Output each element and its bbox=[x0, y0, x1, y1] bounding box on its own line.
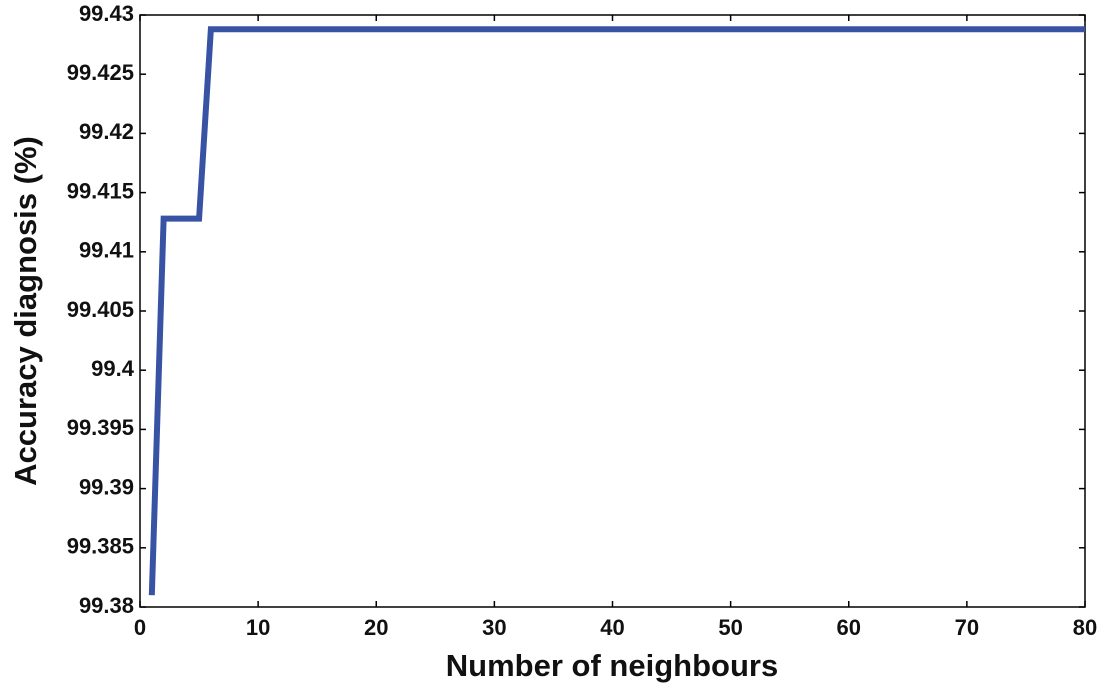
x-tick-label: 60 bbox=[837, 615, 861, 640]
x-tick-label: 10 bbox=[246, 615, 270, 640]
x-tick-label: 20 bbox=[364, 615, 388, 640]
x-axis-label: Number of neighbours bbox=[446, 648, 778, 683]
data-line bbox=[148, 26, 1085, 596]
y-tick-label: 99.405 bbox=[67, 297, 134, 322]
y-tick-label: 99.425 bbox=[67, 60, 134, 85]
y-tick-label: 99.43 bbox=[79, 1, 134, 26]
y-tick-label: 99.41 bbox=[79, 238, 134, 263]
y-tick-label: 99.39 bbox=[79, 474, 134, 499]
x-tick-label: 40 bbox=[600, 615, 624, 640]
x-tick-label: 70 bbox=[955, 615, 979, 640]
x-tick-label: 30 bbox=[482, 615, 506, 640]
y-tick-label: 99.415 bbox=[67, 178, 134, 203]
x-tick-label: 0 bbox=[134, 615, 146, 640]
y-tick-label: 99.385 bbox=[67, 534, 134, 559]
x-tick-label: 80 bbox=[1073, 615, 1097, 640]
y-axis-label: Accuracy diagnosis (%) bbox=[8, 136, 43, 486]
y-tick-label: 99.38 bbox=[79, 593, 134, 618]
x-tick-label: 50 bbox=[718, 615, 742, 640]
y-tick-label: 99.4 bbox=[91, 356, 135, 381]
plot-frame bbox=[139, 14, 1086, 608]
y-tick-label: 99.42 bbox=[79, 119, 134, 144]
y-tick-label: 99.395 bbox=[67, 415, 134, 440]
